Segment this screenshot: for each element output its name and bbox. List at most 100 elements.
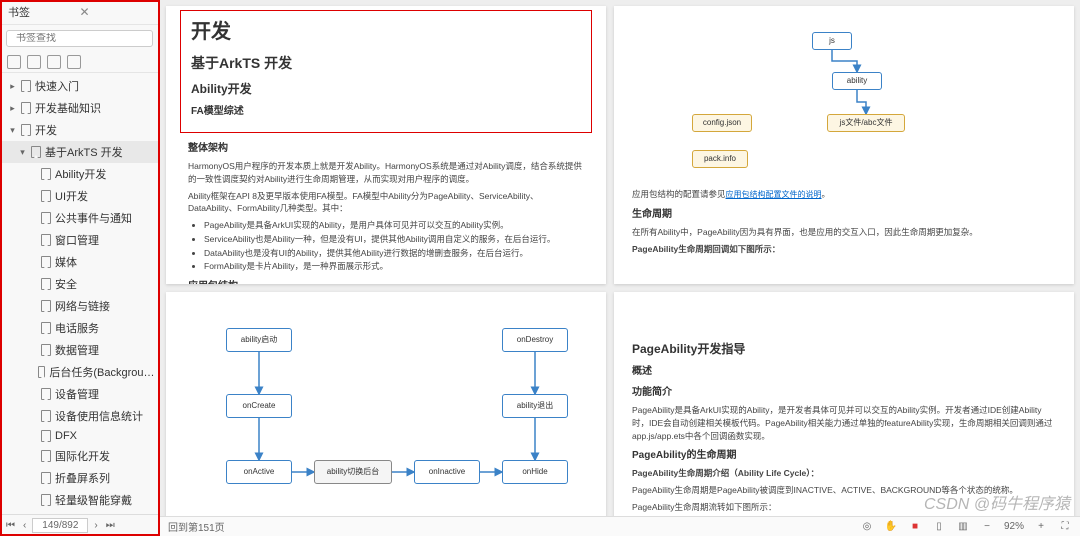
bookmark-item[interactable]: 设备使用信息统计	[0, 405, 159, 427]
zoom-in-icon[interactable]: +	[1034, 520, 1048, 534]
bookmark-icon	[38, 366, 45, 378]
bookmark-label: 网络与链接	[55, 298, 110, 314]
bookmark-search[interactable]	[6, 30, 153, 47]
bookmark-icon	[41, 300, 51, 312]
bookmark-label: 快速入门	[35, 78, 79, 94]
bookmark-item[interactable]: 电话服务	[0, 317, 159, 339]
bookmark-item[interactable]: ▾ 开发	[0, 119, 159, 141]
flow-node: onCreate	[226, 394, 292, 418]
bookmark-item[interactable]: 窗口管理	[0, 229, 159, 251]
bookmark-toolbar	[0, 52, 159, 73]
prev-page-icon[interactable]: ‹	[21, 520, 28, 531]
bookmark-label: 电话服务	[55, 320, 99, 336]
last-page-icon[interactable]: ⏭	[104, 520, 117, 531]
bookmark-label: 折叠屏系列	[55, 470, 110, 486]
tool-icon[interactable]	[67, 55, 81, 69]
tool-icon[interactable]	[47, 55, 61, 69]
paragraph: PageAbility生命周期是PageAbility被调度到INACTIVE、…	[632, 484, 1056, 497]
zoom-out-icon[interactable]: −	[980, 520, 994, 534]
subhead: PageAbility的生命周期	[632, 448, 1056, 463]
bookmark-item[interactable]: UI开发	[0, 185, 159, 207]
paragraph: HarmonyOS用户程序的开发本质上就是开发Ability。HarmonyOS…	[188, 160, 584, 186]
heading-2: 基于ArkTS 开发	[191, 53, 581, 74]
chevron-icon[interactable]: ▸	[8, 81, 17, 92]
bookmark-label: DFX	[55, 430, 77, 442]
subhead: 功能简介	[632, 385, 1056, 400]
paragraph: PageAbility生命周期介绍（Ability Life Cycle）：	[632, 467, 1056, 480]
first-page-icon[interactable]: ⏮	[4, 520, 17, 531]
bookmark-item[interactable]: 媒体	[0, 251, 159, 273]
paragraph: Ability框架在API 8及更早版本使用FA模型。FA模型中Ability分…	[188, 190, 584, 216]
heading-3: PageAbility开发指导	[632, 340, 1056, 358]
flow-node: onHide	[502, 460, 568, 484]
bookmark-item[interactable]: 后台任务(Background Task)管理	[0, 361, 159, 383]
chevron-icon[interactable]: ▾	[8, 125, 17, 136]
highlight-box: 开发 基于ArkTS 开发 Ability开发 FA模型综述	[180, 10, 592, 133]
bookmark-item[interactable]: 国际化开发	[0, 445, 159, 467]
page-2: jsabilityconfig.jsonjs文件/abc文件pack.info …	[614, 6, 1074, 284]
chevron-icon[interactable]: ▾	[18, 147, 27, 158]
diagram-node: js	[812, 32, 852, 50]
diagram-node: config.json	[692, 114, 752, 132]
flow-node: onDestroy	[502, 328, 568, 352]
bookmark-item[interactable]: 安全	[0, 273, 159, 295]
page-indicator[interactable]: 149/892	[32, 518, 88, 533]
sidebar-header: 书签 ✕	[0, 0, 159, 25]
tool-icon[interactable]	[27, 55, 41, 69]
search-input[interactable]	[16, 33, 148, 44]
paragraph: PageAbility是具备ArkUI实现的Ability，是开发者具体可见并可…	[632, 404, 1056, 442]
bookmark-label: 基于ArkTS 开发	[45, 144, 123, 160]
fullscreen-icon[interactable]: ⛶	[1058, 520, 1072, 534]
bookmark-label: 设备使用信息统计	[55, 408, 143, 424]
view-mode-icon[interactable]: ◎	[860, 520, 874, 534]
layout-icon[interactable]: ▥	[956, 520, 970, 534]
chevron-icon[interactable]: ▸	[8, 103, 17, 114]
bookmark-item[interactable]: 折叠屏系列	[0, 467, 159, 489]
flow-node: ability启动	[226, 328, 292, 352]
list-item: DataAbility也是没有UI的Ability，提供其他Ability进行数…	[204, 247, 584, 260]
config-link[interactable]: 应用包结构配置文件的说明	[726, 190, 822, 199]
bookmark-item[interactable]: 数据管理	[0, 339, 159, 361]
page-3: ability启动onCreateonActiveability切换后台onIn…	[166, 292, 606, 530]
record-icon[interactable]: ■	[908, 520, 922, 534]
bookmark-item[interactable]: ▾ 基于ArkTS 开发	[0, 141, 159, 163]
bookmark-item[interactable]: ▸ 快速入门	[0, 75, 159, 97]
close-icon[interactable]: ✕	[80, 5, 152, 19]
lifecycle-flowchart: ability启动onCreateonActiveability切换后台onIn…	[166, 302, 606, 522]
bookmark-item[interactable]: 轻量级智能穿戴	[0, 489, 159, 511]
bookmark-item[interactable]: 网络与链接	[0, 295, 159, 317]
bookmark-icon	[31, 146, 41, 158]
bookmark-item[interactable]: ▸ 开发基础知识	[0, 97, 159, 119]
bookmark-icon	[41, 212, 51, 224]
goto-page-label[interactable]: 回到第151页	[168, 519, 225, 534]
bookmark-item[interactable]: 设备管理	[0, 383, 159, 405]
bookmark-item[interactable]: 公共事件与通知	[0, 207, 159, 229]
hand-tool-icon[interactable]: ✋	[884, 520, 898, 534]
subhead: 整体架构	[188, 141, 584, 156]
flow-node: onInactive	[414, 460, 480, 484]
bookmark-item[interactable]: Ability开发	[0, 163, 159, 185]
layout-icon[interactable]: ▯	[932, 520, 946, 534]
heading-3: Ability开发	[191, 80, 581, 98]
bookmark-label: UI开发	[55, 188, 88, 204]
list-item: FormAbility是卡片Ability，是一种界面展示形式。	[204, 260, 584, 273]
bookmark-label: 开发基础知识	[35, 100, 101, 116]
bookmark-label: 开发	[35, 122, 57, 138]
bookmark-icon	[21, 80, 31, 92]
next-page-icon[interactable]: ›	[92, 520, 99, 531]
bookmark-icon	[41, 410, 51, 422]
bookmark-label: 数据管理	[55, 342, 99, 358]
page-navigator: ⏮ ‹ 149/892 › ⏭	[0, 514, 159, 536]
bookmark-icon	[21, 124, 31, 136]
page-4: PageAbility开发指导 概述 功能简介 PageAbility是具备Ar…	[614, 292, 1074, 530]
bookmark-label: 后台任务(Background Task)管理	[49, 364, 155, 380]
bookmark-icon	[21, 102, 31, 114]
flow-node: ability退出	[502, 394, 568, 418]
tool-icon[interactable]	[7, 55, 21, 69]
bookmarks-sidebar: 书签 ✕ ▸ 快速入门 ▸ 开发基础知识 ▾ 开发 ▾ 基于ArkTS 开发 Ability开发…	[0, 0, 160, 536]
bookmark-icon	[41, 190, 51, 202]
bookmark-label: 轻量级智能穿戴	[55, 492, 132, 508]
bookmark-item[interactable]: DFX	[0, 427, 159, 445]
bullet-list: PageAbility是具备ArkUI实现的Ability，是用户具体可见并可以…	[204, 219, 584, 273]
package-diagram: jsabilityconfig.jsonjs文件/abc文件pack.info	[632, 14, 1056, 184]
